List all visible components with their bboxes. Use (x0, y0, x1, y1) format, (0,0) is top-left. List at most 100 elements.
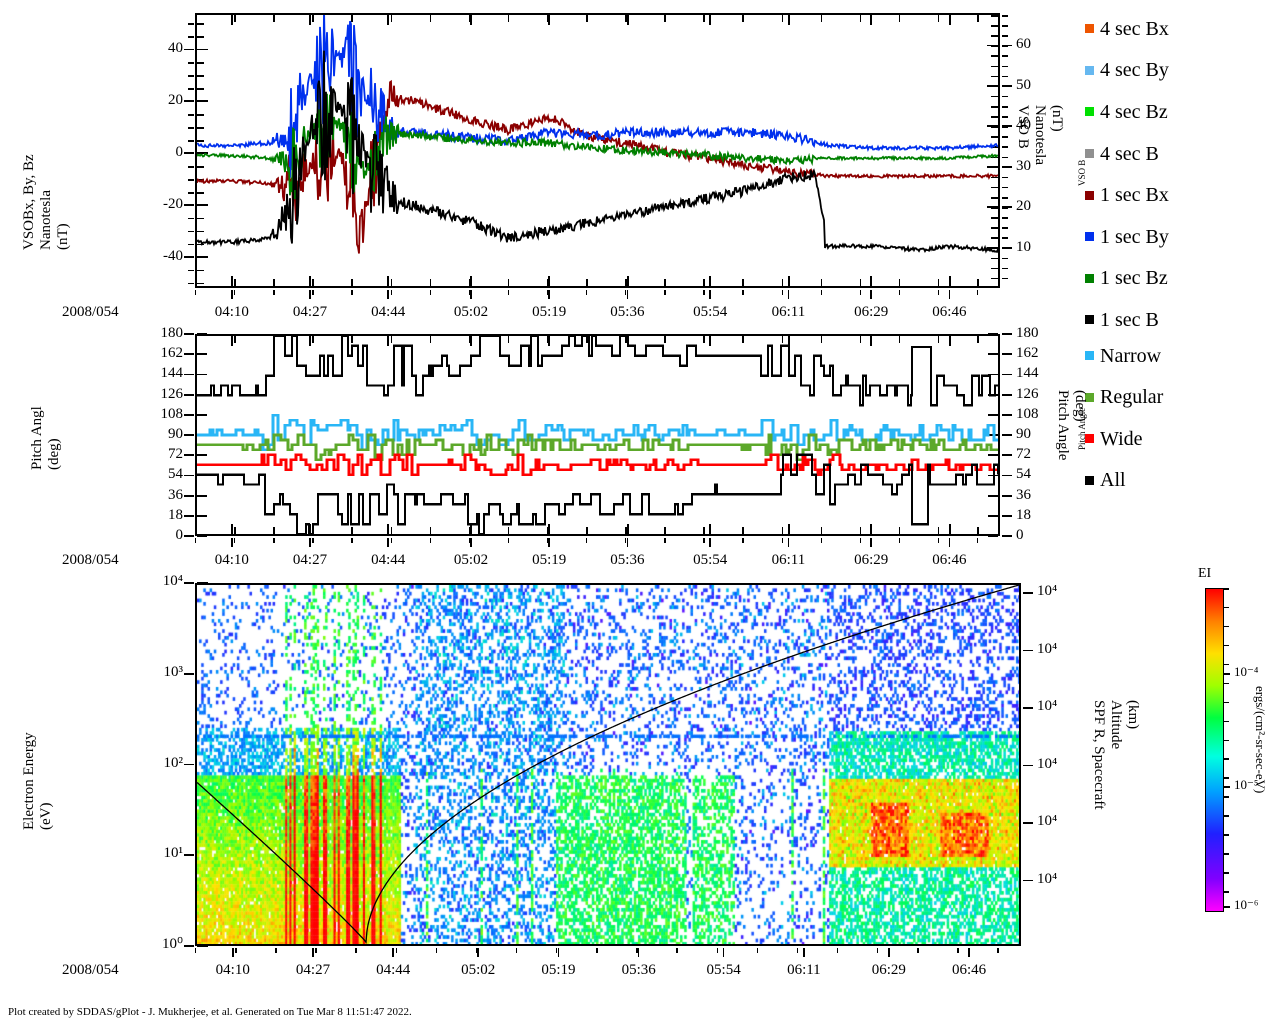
axis-tick (1002, 106, 1008, 108)
time-axis-label: 05:02 (461, 962, 496, 978)
colorbar-tick (1223, 891, 1229, 893)
axis-tick (1002, 247, 1008, 250)
axis-tick (820, 15, 823, 22)
axis-tick (197, 114, 204, 116)
axis-tick (991, 15, 998, 17)
legend-item-1-sec-by[interactable]: 1 sec By (1085, 216, 1275, 258)
axis-tick (387, 538, 389, 547)
y-axis-label-right: 72 (1016, 446, 1031, 463)
axis-tick (1002, 166, 1008, 169)
time-axis-label: 05:36 (621, 962, 656, 978)
axis-tick (991, 35, 998, 37)
legend-item-regular[interactable]: Regular (1085, 376, 1275, 418)
axis-tick (351, 279, 353, 286)
colorbar-tick (1223, 853, 1229, 855)
axis-tick (1002, 146, 1008, 148)
legend-item-4-sec-by[interactable]: 4 sec By (1085, 50, 1275, 92)
axis-tick (546, 336, 549, 343)
axis-tick (625, 336, 627, 343)
colorbar-tick (1223, 796, 1229, 798)
axis-tick (988, 353, 998, 356)
axis-tick (703, 279, 705, 286)
legend-swatch-icon (1085, 392, 1094, 402)
legend-item-all[interactable]: All (1085, 460, 1275, 502)
axis-tick (991, 166, 998, 169)
axis-tick (507, 290, 510, 295)
axis-tick (716, 948, 718, 953)
data-trace (197, 15, 998, 178)
axis-tick (1002, 353, 1012, 356)
y-axis-title-right: Pitch Angle (1055, 390, 1071, 461)
axis-tick (1002, 156, 1008, 159)
axis-tick (546, 538, 549, 543)
y-axis-title-left: Pitch Angl (29, 406, 45, 470)
axis-tick (977, 336, 979, 343)
axis-tick (1002, 95, 1008, 98)
colorbar-tick (1223, 815, 1229, 817)
axis-tick (625, 290, 627, 295)
axis-tick (1002, 25, 1008, 27)
axis-tick (991, 247, 998, 250)
legend-swatch-icon (1085, 351, 1094, 361)
legend-item-4-sec-b[interactable]: 4 sec B (1085, 133, 1275, 175)
axis-tick (197, 100, 208, 103)
axis-tick (991, 45, 998, 47)
time-axis-label: 06:46 (951, 962, 987, 978)
y-axis-title-right: (nT) (1049, 105, 1065, 132)
axis-tick (1002, 257, 1008, 260)
axis-tick (898, 279, 901, 286)
axis-tick (184, 434, 194, 436)
time-axis-label: 05:54 (693, 304, 728, 320)
legend-item-4-sec-bx[interactable]: 4 sec Bx (1085, 8, 1275, 50)
colorbar: EI 10⁻⁴ 10⁻⁵ 10⁻⁶ ergs/(cm²-sr-sec-eV) (1150, 566, 1280, 946)
legend-item-4-sec-bz[interactable]: 4 sec Bz (1085, 91, 1275, 133)
axis-tick (184, 333, 194, 335)
axis-tick (390, 527, 393, 534)
axis-tick (1002, 434, 1012, 436)
axis-tick (1002, 85, 1008, 88)
axis-tick (197, 353, 207, 356)
axis-tick (1002, 75, 1008, 78)
axis-tick (709, 290, 711, 299)
colorbar-tick (1223, 758, 1229, 760)
axis-tick (625, 15, 627, 22)
axis-tick (546, 290, 549, 295)
legend-item-wide[interactable]: Wide (1085, 418, 1275, 460)
legend-item-1-sec-bz[interactable]: 1 sec Bz (1085, 258, 1275, 300)
legend-item-narrow[interactable]: Narrow (1085, 335, 1275, 377)
axis-tick (596, 948, 598, 953)
axis-tick (991, 186, 998, 189)
time-axis-label: 06:29 (854, 304, 889, 320)
y-axis-label-left: 10¹ (163, 845, 184, 862)
axis-tick (507, 527, 510, 534)
legend-item-1-sec-bx[interactable]: 1 sec Bx (1085, 174, 1275, 216)
axis-tick (937, 527, 940, 534)
date-label: 2008/054 (62, 962, 119, 978)
axis-tick (197, 243, 204, 246)
axis-tick (948, 290, 951, 299)
y-axis-title-right: Nanotesla (1032, 105, 1048, 165)
axis-tick (1002, 454, 1012, 457)
axis-tick (184, 854, 194, 857)
axis-tick (991, 126, 998, 128)
legend-item-1-sec-b[interactable]: 1 sec B (1085, 299, 1275, 341)
y-axis-label-left: 10² (163, 754, 184, 771)
y-axis-label-right: 60 (1016, 36, 1031, 53)
axis-tick (429, 527, 432, 534)
time-axis-label: 06:11 (787, 962, 821, 978)
axis-tick (195, 336, 197, 343)
y-axis-title-left: (nT) (55, 223, 71, 250)
axis-tick (273, 290, 275, 295)
axis-tick (309, 290, 311, 299)
axis-tick (781, 527, 784, 534)
axis-tick (626, 538, 629, 547)
axis-tick (991, 25, 998, 27)
axis-tick (557, 948, 560, 957)
axis-tick (664, 336, 666, 343)
axis-tick (937, 15, 940, 22)
axis-tick (991, 207, 998, 209)
axis-tick (188, 269, 194, 272)
axis-tick (197, 582, 208, 584)
axis-tick (184, 454, 194, 457)
y-axis-label-right: 10⁴ (1037, 813, 1058, 829)
